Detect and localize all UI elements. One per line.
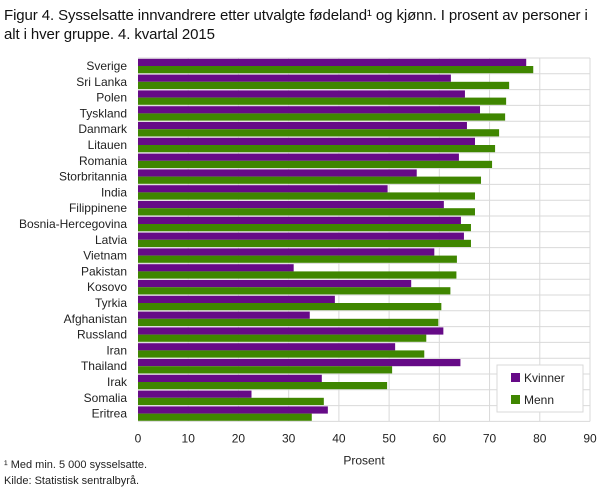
category-label: Sri Lanka (76, 75, 127, 89)
bar-kvinner (138, 232, 464, 240)
category-label: Russland (77, 328, 127, 342)
bar-kvinner (138, 406, 328, 414)
bar-menn (138, 129, 500, 137)
legend-label: Kvinner (524, 371, 565, 385)
bar-kvinner (138, 264, 294, 272)
bar-menn (138, 255, 457, 263)
bar-kvinner (138, 311, 310, 319)
category-label: Pakistan (81, 264, 127, 278)
category-label: Bosnia-Hercegovina (19, 217, 127, 231)
x-tick-label: 20 (232, 431, 246, 445)
bar-menn (138, 271, 457, 279)
source-note: Kilde: Statistisk sentralbyrå. (4, 475, 140, 487)
bar-menn (138, 366, 393, 374)
category-label: Polen (96, 91, 127, 105)
bar-menn (138, 81, 510, 89)
chart-title: Figur 4. Sysselsatte innvandrere etter u… (4, 7, 588, 43)
bar-menn (138, 66, 534, 74)
bar-kvinner (138, 327, 444, 335)
category-label: Thailand (81, 359, 127, 373)
bar-kvinner (138, 374, 322, 382)
category-label: Somalia (84, 391, 128, 405)
bar-menn (138, 303, 442, 311)
x-tick-label: 10 (182, 431, 196, 445)
x-tick-label: 30 (282, 431, 296, 445)
x-tick-label: 80 (533, 431, 547, 445)
bar-menn (138, 382, 388, 390)
x-tick-label: 40 (332, 431, 346, 445)
bar-menn (138, 318, 439, 326)
bar-menn (138, 160, 493, 168)
bar-kvinner (138, 169, 417, 177)
bar-menn (138, 287, 451, 295)
bar-kvinner (138, 137, 475, 145)
bar-kvinner (138, 343, 396, 351)
category-label: Tyrkia (95, 296, 127, 310)
category-label: Eritrea (92, 407, 128, 421)
bar-kvinner (138, 74, 451, 82)
bar-kvinner (138, 153, 459, 161)
bar-menn (138, 239, 471, 247)
x-tick-label: 90 (583, 431, 597, 445)
category-label: India (101, 185, 127, 199)
category-label: Tyskland (80, 106, 127, 120)
category-label: Vietnam (83, 249, 127, 263)
bar-menn (138, 350, 425, 358)
x-tick-label: 50 (382, 431, 396, 445)
category-label: Irak (107, 375, 128, 389)
category-label: Latvia (95, 233, 127, 247)
bar-menn (138, 397, 324, 405)
bar-kvinner (138, 216, 461, 224)
bar-menn (138, 334, 427, 342)
footnote: ¹ Med min. 5 000 sysselsatte. (4, 459, 148, 471)
bar-menn (138, 97, 507, 105)
bar-menn (138, 208, 475, 216)
bar-menn (138, 413, 312, 421)
bar-menn (138, 145, 496, 153)
bar-kvinner (138, 185, 388, 193)
bar-kvinner (138, 248, 435, 256)
x-tick-label: 70 (483, 431, 497, 445)
bar-kvinner (138, 390, 252, 398)
bar-kvinner (138, 280, 412, 288)
bar-kvinner (138, 201, 444, 209)
x-axis-label: Prosent (343, 453, 385, 467)
bar-menn (138, 192, 475, 200)
bar-kvinner (138, 90, 465, 98)
category-label: Afghanistan (64, 312, 127, 326)
bar-kvinner (138, 122, 467, 130)
category-label: Romania (79, 154, 127, 168)
category-label: Danmark (78, 122, 128, 136)
x-tick-label: 0 (135, 431, 142, 445)
x-tick-label: 60 (433, 431, 447, 445)
legend-swatch (511, 373, 520, 382)
legend-swatch (511, 395, 520, 404)
bar-kvinner (138, 106, 481, 114)
category-label: Sverige (86, 59, 127, 73)
bar-kvinner (138, 58, 527, 66)
category-label: Filippinene (69, 201, 127, 215)
legend-label: Menn (524, 393, 554, 407)
bar-kvinner (138, 359, 461, 367)
bar-menn (138, 224, 471, 232)
category-label: Storbritannia (59, 170, 127, 184)
category-label: Iran (106, 343, 127, 357)
bar-kvinner (138, 295, 335, 303)
legend (496, 364, 584, 413)
category-label: Kosovo (87, 280, 127, 294)
bar-menn (138, 113, 506, 121)
category-label: Litauen (88, 138, 127, 152)
bar-menn (138, 176, 482, 184)
